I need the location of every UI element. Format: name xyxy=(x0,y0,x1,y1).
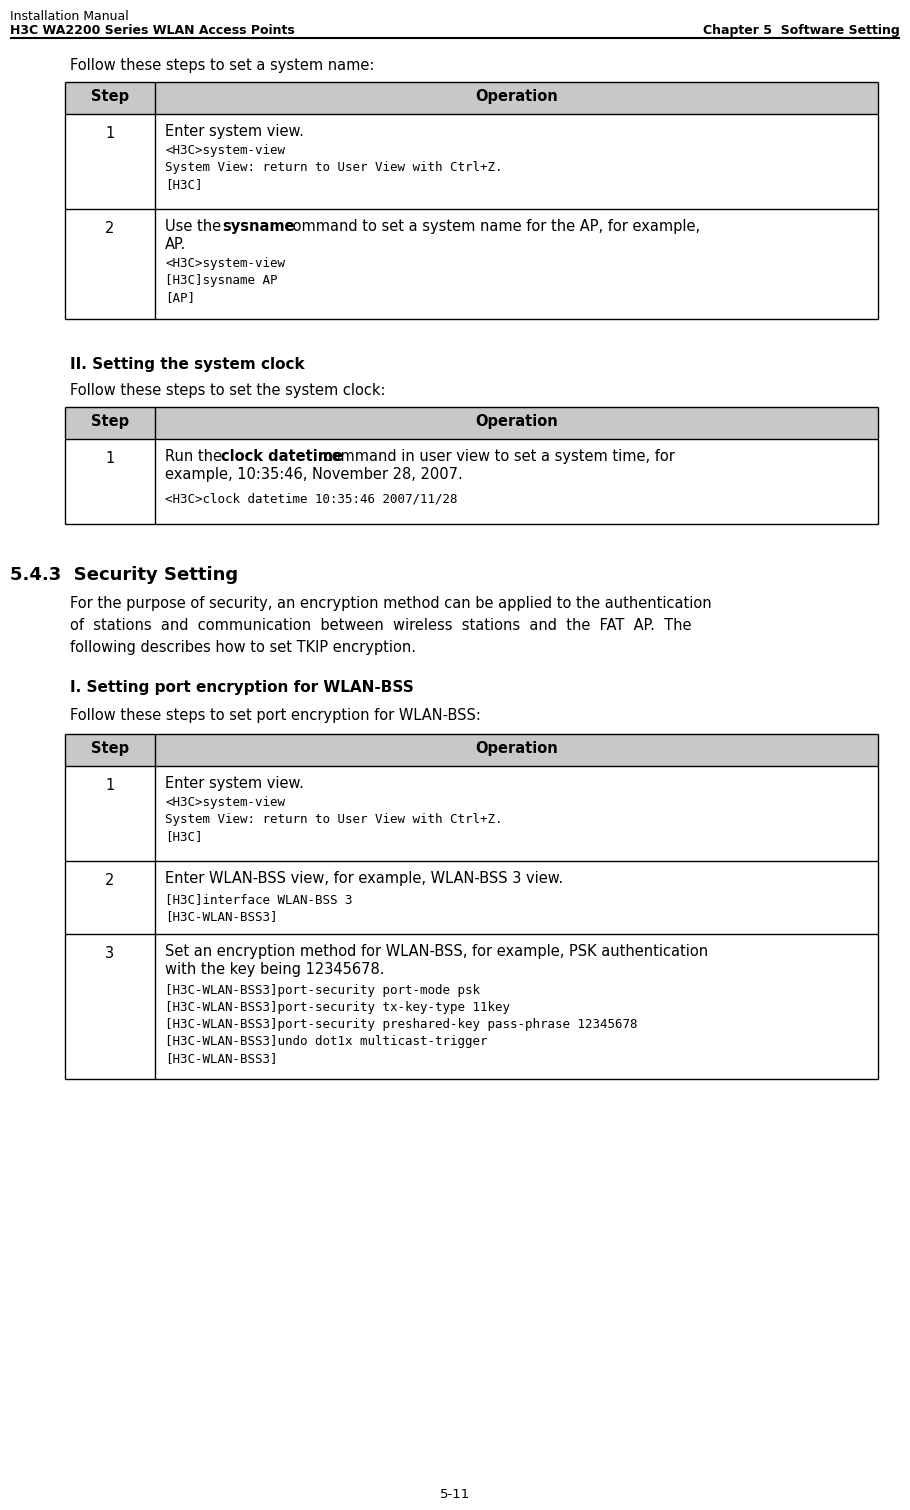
Text: <H3C>clock datetime 10:35:46 2007/11/28: <H3C>clock datetime 10:35:46 2007/11/28 xyxy=(165,492,458,506)
Text: [AP]: [AP] xyxy=(165,291,195,304)
Text: sysname: sysname xyxy=(222,219,295,234)
Text: Enter WLAN-BSS view, for example, WLAN-BSS 3 view.: Enter WLAN-BSS view, for example, WLAN-B… xyxy=(165,871,563,886)
Text: clock datetime: clock datetime xyxy=(221,448,343,464)
Text: H3C WA2200 Series WLAN Access Points: H3C WA2200 Series WLAN Access Points xyxy=(10,24,295,38)
Text: <H3C>system-view: <H3C>system-view xyxy=(165,257,285,270)
Text: command in user view to set a system time, for: command in user view to set a system tim… xyxy=(319,448,675,464)
Text: Follow these steps to set port encryption for WLAN-BSS:: Follow these steps to set port encryptio… xyxy=(70,708,480,723)
Text: For the purpose of security, an encryption method can be applied to the authenti: For the purpose of security, an encrypti… xyxy=(70,596,712,612)
Text: 1: 1 xyxy=(106,125,115,140)
Text: Step: Step xyxy=(91,741,129,757)
Bar xyxy=(65,408,878,439)
Text: Operation: Operation xyxy=(475,741,558,757)
Text: [H3C]: [H3C] xyxy=(165,178,203,190)
Text: Operation: Operation xyxy=(475,89,558,104)
Text: Step: Step xyxy=(91,414,129,429)
Text: Step: Step xyxy=(91,89,129,104)
Text: Run the: Run the xyxy=(165,448,227,464)
Text: [H3C-WLAN-BSS3]port-security tx-key-type 11key: [H3C-WLAN-BSS3]port-security tx-key-type… xyxy=(165,1001,510,1015)
Text: 1: 1 xyxy=(106,778,115,793)
Text: I. Setting port encryption for WLAN-BSS: I. Setting port encryption for WLAN-BSS xyxy=(70,680,414,695)
Text: <H3C>system-view: <H3C>system-view xyxy=(165,796,285,809)
Text: [H3C]: [H3C] xyxy=(165,831,203,843)
Text: following describes how to set TKIP encryption.: following describes how to set TKIP encr… xyxy=(70,640,416,655)
Text: Operation: Operation xyxy=(475,414,558,429)
Bar xyxy=(65,861,878,935)
Text: [H3C-WLAN-BSS3]: [H3C-WLAN-BSS3] xyxy=(165,911,278,923)
Text: AP.: AP. xyxy=(165,237,187,252)
Text: 3: 3 xyxy=(106,945,115,960)
Text: System View: return to User View with Ctrl+Z.: System View: return to User View with Ct… xyxy=(165,812,502,826)
Text: [H3C-WLAN-BSS3]undo dot1x multicast-trigger: [H3C-WLAN-BSS3]undo dot1x multicast-trig… xyxy=(165,1034,488,1048)
Text: [H3C-WLAN-BSS3]port-security port-mode psk: [H3C-WLAN-BSS3]port-security port-mode p… xyxy=(165,985,480,997)
Text: Follow these steps to set a system name:: Follow these steps to set a system name: xyxy=(70,57,374,72)
Text: [H3C]interface WLAN-BSS 3: [H3C]interface WLAN-BSS 3 xyxy=(165,892,352,906)
Bar xyxy=(65,766,878,861)
Text: Enter system view.: Enter system view. xyxy=(165,776,304,791)
Text: Chapter 5  Software Setting: Chapter 5 Software Setting xyxy=(703,24,900,38)
Bar xyxy=(65,935,878,1080)
Text: System View: return to User View with Ctrl+Z.: System View: return to User View with Ct… xyxy=(165,162,502,174)
Text: Enter system view.: Enter system view. xyxy=(165,124,304,139)
Text: of  stations  and  communication  between  wireless  stations  and  the  FAT  AP: of stations and communication between wi… xyxy=(70,618,692,633)
Bar xyxy=(65,734,878,766)
Text: Follow these steps to set the system clock:: Follow these steps to set the system clo… xyxy=(70,384,386,399)
Text: II. Setting the system clock: II. Setting the system clock xyxy=(70,356,305,371)
Text: example, 10:35:46, November 28, 2007.: example, 10:35:46, November 28, 2007. xyxy=(165,467,463,482)
Text: command to set a system name for the AP, for example,: command to set a system name for the AP,… xyxy=(280,219,700,234)
Text: 2: 2 xyxy=(106,873,115,888)
Text: Use the: Use the xyxy=(165,219,226,234)
Bar xyxy=(65,82,878,113)
Text: 5.4.3  Security Setting: 5.4.3 Security Setting xyxy=(10,566,238,584)
Bar xyxy=(65,208,878,319)
Text: [H3C-WLAN-BSS3]: [H3C-WLAN-BSS3] xyxy=(165,1052,278,1065)
Text: 5-11: 5-11 xyxy=(440,1487,470,1501)
Text: [H3C]sysname AP: [H3C]sysname AP xyxy=(165,273,278,287)
Text: 2: 2 xyxy=(106,220,115,236)
Text: Installation Manual: Installation Manual xyxy=(10,11,128,23)
Bar xyxy=(65,439,878,524)
Text: with the key being 12345678.: with the key being 12345678. xyxy=(165,962,385,977)
Text: Set an encryption method for WLAN-BSS, for example, PSK authentication: Set an encryption method for WLAN-BSS, f… xyxy=(165,944,708,959)
Bar xyxy=(65,113,878,208)
Text: [H3C-WLAN-BSS3]port-security preshared-key pass-phrase 12345678: [H3C-WLAN-BSS3]port-security preshared-k… xyxy=(165,1018,638,1031)
Text: <H3C>system-view: <H3C>system-view xyxy=(165,143,285,157)
Text: 1: 1 xyxy=(106,451,115,467)
